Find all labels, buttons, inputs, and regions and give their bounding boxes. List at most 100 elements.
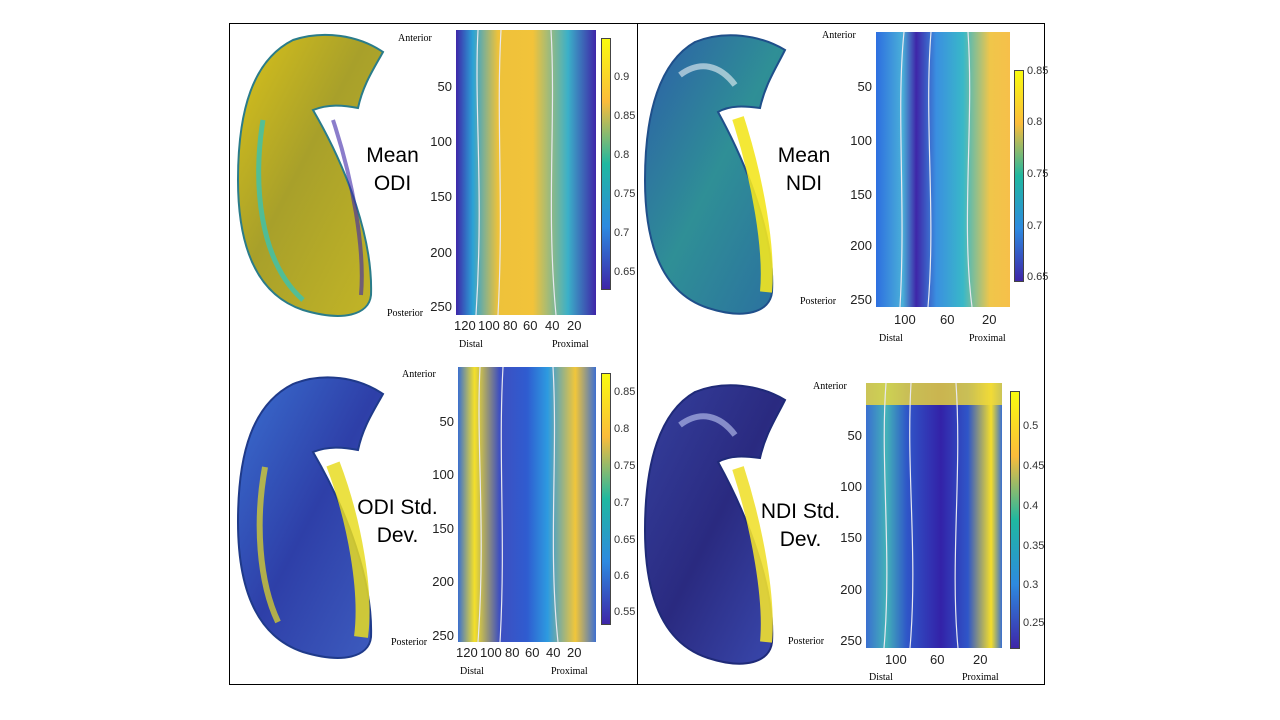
cbar-tick: 0.25: [1023, 617, 1045, 629]
cbar-tick: 0.5: [1023, 420, 1039, 432]
label-distal: Distal: [869, 672, 893, 683]
title-line2: Dev.: [376, 524, 419, 547]
x-tick: 80: [505, 645, 520, 660]
heatmap-mean-ndi: [876, 32, 1010, 307]
title-line1: NDI Std.: [760, 500, 841, 523]
y-tick: 250: [432, 628, 454, 643]
cbar-tick: 0.85: [1027, 65, 1049, 77]
label-proximal: Proximal: [552, 339, 589, 350]
label-anterior: Anterior: [813, 381, 847, 392]
x-tick: 60: [940, 312, 955, 327]
y-tick: 50: [437, 79, 452, 94]
cbar-tick: 0.55: [614, 606, 636, 618]
y-tick: 150: [432, 521, 454, 536]
title-line2: Dev.: [779, 528, 822, 551]
label-anterior: Anterior: [822, 30, 856, 41]
label-anterior: Anterior: [402, 369, 436, 380]
cbar-tick: 0.75: [614, 188, 636, 200]
heatmap-odi-std: [458, 367, 596, 642]
cbar-tick: 0.9: [614, 71, 630, 83]
x-tick: 100: [480, 645, 502, 660]
cbar-tick: 0.8: [614, 423, 630, 435]
y-tick: 250: [850, 292, 872, 307]
y-tick: 50: [439, 414, 454, 429]
y-tick: 50: [847, 428, 862, 443]
y-tick: 50: [857, 79, 872, 94]
y-tick: 250: [840, 633, 862, 648]
label-proximal: Proximal: [962, 672, 999, 683]
x-tick: 40: [545, 318, 560, 333]
y-tick: 100: [432, 467, 454, 482]
x-tick: 20: [567, 645, 582, 660]
y-tick: 200: [850, 238, 872, 253]
cbar-tick: 0.75: [614, 460, 636, 472]
cbar-tick: 0.65: [614, 534, 636, 546]
x-tick: 60: [523, 318, 538, 333]
hippocampus-surface-ndi-std: [643, 384, 787, 665]
title-ndi-std: NDI Std. Dev.: [758, 498, 843, 554]
cbar-tick: 0.85: [614, 386, 636, 398]
y-tick: 150: [850, 187, 872, 202]
cbar-tick: 0.65: [614, 266, 636, 278]
cbar-tick: 0.3: [1023, 579, 1039, 591]
label-posterior: Posterior: [800, 296, 837, 307]
cbar-tick: 0.45: [1023, 460, 1045, 472]
colorbar-odi-std: [601, 373, 611, 625]
y-tick: 150: [840, 530, 862, 545]
x-tick: 100: [894, 312, 916, 327]
title-line1: Mean: [777, 144, 831, 167]
label-posterior: Posterior: [391, 637, 428, 648]
colorbar-ndi-std: [1010, 391, 1020, 649]
x-tick: 80: [503, 318, 518, 333]
cbar-tick: 0.7: [614, 497, 630, 509]
title-line1: Mean: [366, 144, 419, 167]
hippocampus-surface-odi-std: [236, 376, 385, 659]
colorbar-mean-ndi: [1014, 70, 1024, 282]
cbar-tick: 0.35: [1023, 540, 1045, 552]
label-distal: Distal: [879, 333, 903, 344]
label-proximal: Proximal: [551, 666, 588, 677]
hippocampus-surface-mean-ndi: [643, 34, 787, 315]
x-tick: 60: [930, 652, 945, 667]
title-line1: ODI Std.: [357, 496, 438, 519]
x-tick: 20: [973, 652, 988, 667]
cbar-tick: 0.4: [1023, 500, 1039, 512]
x-tick: 100: [478, 318, 500, 333]
title-mean-ndi: Mean NDI: [770, 142, 838, 198]
colorbar-mean-odi: [601, 38, 611, 290]
label-posterior: Posterior: [788, 636, 825, 647]
x-tick: 20: [982, 312, 997, 327]
x-tick: 20: [567, 318, 582, 333]
cbar-tick: 0.65: [1027, 271, 1049, 283]
cbar-tick: 0.7: [1027, 220, 1043, 232]
y-tick: 200: [432, 574, 454, 589]
cbar-tick: 0.8: [1027, 116, 1043, 128]
cbar-tick: 0.8: [614, 149, 630, 161]
hippocampus-surface-mean-odi: [236, 33, 385, 317]
title-line2: NDI: [785, 172, 823, 195]
label-distal: Distal: [459, 339, 483, 350]
x-tick: 120: [454, 318, 476, 333]
y-tick: 200: [430, 245, 452, 260]
cbar-tick: 0.7: [614, 227, 630, 239]
x-tick: 100: [885, 652, 907, 667]
label-distal: Distal: [460, 666, 484, 677]
x-tick: 120: [456, 645, 478, 660]
label-anterior: Anterior: [398, 33, 432, 44]
title-odi-std: ODI Std. Dev.: [355, 494, 440, 550]
y-tick: 150: [430, 189, 452, 204]
y-tick: 100: [850, 133, 872, 148]
y-tick: 200: [840, 582, 862, 597]
cbar-tick: 0.6: [614, 570, 630, 582]
label-posterior: Posterior: [387, 308, 424, 319]
cbar-tick: 0.85: [614, 110, 636, 122]
y-tick: 250: [430, 299, 452, 314]
label-proximal: Proximal: [969, 333, 1006, 344]
x-tick: 40: [546, 645, 561, 660]
y-tick: 100: [430, 134, 452, 149]
heatmap-ndi-std: [866, 383, 1002, 648]
title-line2: ODI: [373, 172, 412, 195]
x-tick: 60: [525, 645, 540, 660]
figure-divider: [637, 23, 638, 685]
heatmap-mean-odi: [456, 30, 596, 315]
